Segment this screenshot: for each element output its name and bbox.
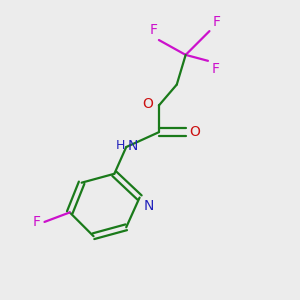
Text: O: O	[189, 125, 200, 139]
Text: F: F	[213, 15, 221, 29]
Text: N: N	[143, 199, 154, 213]
Text: H: H	[116, 139, 125, 152]
Text: F: F	[149, 23, 158, 37]
Text: F: F	[212, 62, 220, 76]
Text: N: N	[128, 139, 138, 152]
Text: O: O	[143, 97, 154, 111]
Text: F: F	[33, 215, 41, 229]
